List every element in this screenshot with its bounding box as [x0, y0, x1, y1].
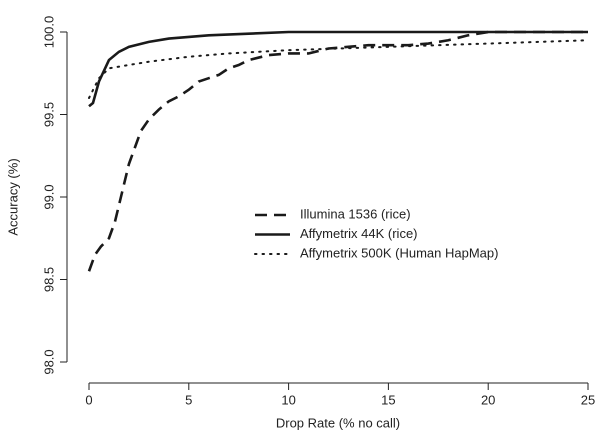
y-tick-label: 99.5 [41, 102, 56, 127]
x-axis-label: Drop Rate (% no call) [276, 415, 400, 430]
x-tick-label: 20 [481, 392, 495, 407]
y-tick-label: 98.0 [41, 349, 56, 374]
y-tick-label: 98.5 [41, 267, 56, 292]
y-tick-label: 99.0 [41, 184, 56, 209]
x-tick-label: 25 [581, 392, 595, 407]
x-tick-label: 5 [185, 392, 192, 407]
legend-label: Illumina 1536 (rice) [300, 206, 411, 221]
x-tick-label: 15 [381, 392, 395, 407]
y-axis-label: Accuracy (%) [5, 158, 20, 235]
x-tick-label: 10 [281, 392, 295, 407]
legend-label: Affymetrix 44K (rice) [300, 226, 418, 241]
legend-label: Affymetrix 500K (Human HapMap) [300, 245, 498, 260]
series-line [88, 39, 589, 99]
series-line [87, 30, 588, 272]
x-tick-label: 0 [85, 392, 92, 407]
series-line [88, 30, 588, 108]
y-tick-label: 100.0 [41, 16, 56, 49]
